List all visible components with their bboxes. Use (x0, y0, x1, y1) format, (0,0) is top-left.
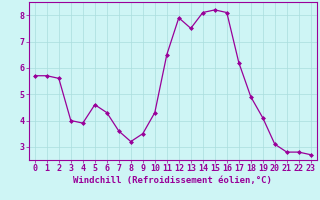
X-axis label: Windchill (Refroidissement éolien,°C): Windchill (Refroidissement éolien,°C) (73, 176, 272, 185)
